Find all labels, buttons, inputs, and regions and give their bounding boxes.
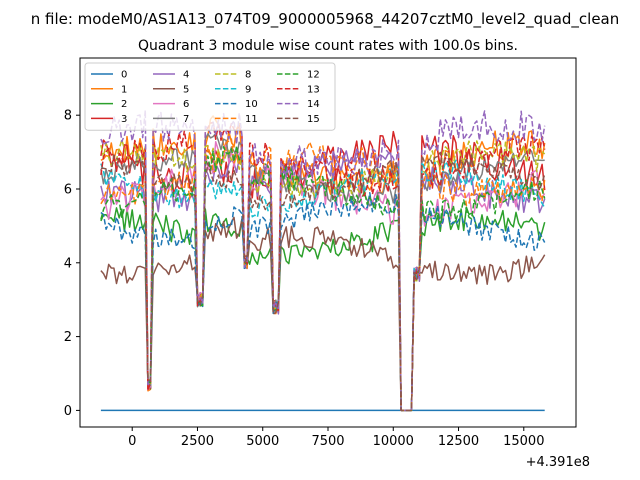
chart-suptitle: n file: modeM0/AS1A13_074T09_9000005968_… — [31, 10, 620, 29]
legend-label-9: 9 — [245, 84, 251, 95]
legend-label-11: 11 — [245, 114, 258, 125]
y-axis: 0 2 4 6 8 — [64, 109, 80, 419]
legend-label-10: 10 — [245, 99, 258, 110]
legend-label-0: 0 — [121, 70, 127, 81]
x-tick-label: 5000 — [246, 434, 279, 449]
y-tick-label: 2 — [64, 330, 72, 345]
x-tick-label: 15000 — [503, 434, 544, 449]
series-line-5 — [100, 216, 546, 412]
series-line-15 — [100, 151, 546, 412]
legend-label-6: 6 — [183, 99, 189, 110]
chart-title: Quadrant 3 module wise count rates with … — [138, 38, 518, 54]
legend-label-3: 3 — [121, 114, 127, 125]
legend-box — [84, 62, 336, 131]
x-axis-offset-label: +4.391e8 — [526, 455, 590, 470]
series-line-10 — [100, 192, 546, 412]
series-line-9 — [100, 159, 546, 412]
series-line-2 — [100, 206, 546, 412]
x-tick-label: 7500 — [311, 434, 344, 449]
legend-label-7: 7 — [183, 114, 189, 125]
series-line-4 — [100, 148, 546, 412]
x-axis: 0 2500 5000 7500 10000 12500 15000 — [128, 427, 544, 449]
x-tick-label: 10000 — [373, 434, 414, 449]
x-tick-label: 0 — [128, 434, 136, 449]
x-tick-label: 2500 — [181, 434, 214, 449]
legend-label-8: 8 — [245, 70, 251, 81]
series-layer — [100, 109, 546, 412]
legend-label-2: 2 — [121, 99, 127, 110]
legend-label-15: 15 — [307, 114, 320, 125]
legend-label-13: 13 — [307, 84, 320, 95]
legend-label-1: 1 — [121, 84, 127, 95]
series-line-12 — [100, 145, 546, 412]
legend-label-14: 14 — [307, 99, 320, 110]
legend-label-5: 5 — [183, 84, 189, 95]
y-tick-label: 8 — [64, 109, 72, 124]
legend-label-4: 4 — [183, 70, 189, 81]
y-tick-label: 6 — [64, 182, 72, 197]
x-tick-label: 12500 — [438, 434, 479, 449]
y-tick-label: 0 — [64, 404, 72, 419]
legend-label-12: 12 — [307, 70, 320, 81]
y-tick-label: 4 — [64, 256, 72, 271]
